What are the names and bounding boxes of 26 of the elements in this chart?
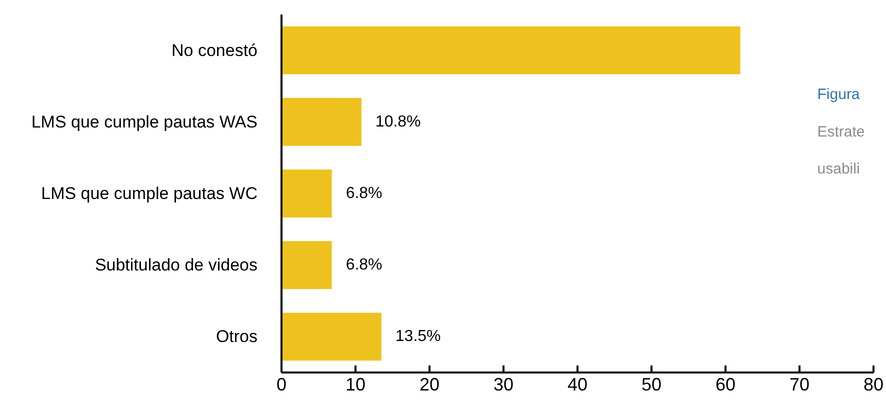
- bar: [282, 241, 332, 290]
- y-tick-label: Otros: [216, 327, 258, 346]
- x-tick-label: 80: [863, 374, 884, 394]
- x-tick-label: 50: [641, 374, 662, 394]
- annotation: Estrate: [817, 123, 865, 140]
- bar: [282, 98, 362, 146]
- annotation: usabili: [817, 160, 860, 178]
- x-tick-label: 0: [276, 374, 287, 394]
- x-tick-label: 70: [789, 374, 810, 394]
- data-label: 6.8%: [346, 256, 382, 274]
- y-tick-label: LMS que cumple pautas WC: [41, 184, 258, 203]
- x-tick-label: 60: [715, 374, 736, 394]
- data-label: 10.8%: [375, 113, 421, 130]
- x-tick-label: 10: [345, 374, 366, 394]
- annotation: Figura: [817, 86, 860, 104]
- y-tick-label: No conestó: [172, 40, 258, 60]
- y-tick-label: LMS que cumple pautas WAS: [31, 112, 258, 132]
- x-tick-label: 30: [493, 374, 514, 394]
- x-tick-label: 20: [419, 374, 440, 394]
- bar: [282, 170, 332, 218]
- y-tick-label: Subtitulado de videos: [94, 256, 258, 275]
- data-label: 13.5%: [395, 328, 441, 346]
- bar: [282, 26, 740, 74]
- bar: [282, 312, 382, 361]
- data-label: 6.8%: [346, 185, 382, 202]
- x-tick-label: 40: [567, 374, 588, 394]
